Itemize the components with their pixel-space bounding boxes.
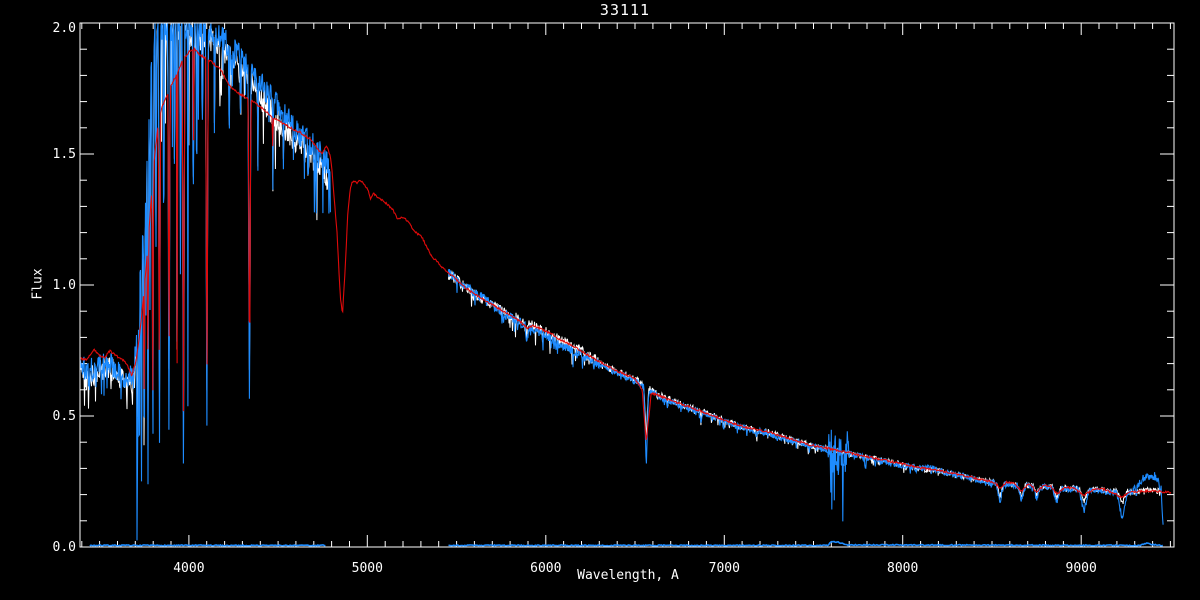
observed-spectrum-blue (79, 22, 331, 541)
y-tick-label: 1.5 (53, 147, 76, 162)
error-spectrum-blue (448, 540, 1164, 547)
x-tick-label: 9000 (1066, 561, 1097, 576)
x-tick-label: 5000 (352, 561, 383, 576)
y-tick-label: 1.0 (53, 278, 76, 293)
chart-title: 33111 (599, 1, 651, 19)
plot-frame (79, 22, 1175, 548)
model-spectrum-red (79, 46, 1172, 499)
x-tick-label: 8000 (887, 561, 918, 576)
error-spectrum-blue (89, 543, 326, 547)
observed-spectrum-white (448, 270, 1162, 505)
x-tick-label: 6000 (530, 561, 561, 576)
y-tick-label: 2.0 (53, 21, 76, 36)
y-tick-label: 0.5 (53, 409, 76, 424)
x-axis-label: Wavelength, A (577, 568, 679, 583)
observed-spectrum-blue (447, 269, 1164, 525)
x-tick-label: 7000 (709, 561, 740, 576)
observed-spectrum-white (79, 21, 330, 454)
y-tick-label: 0.0 (53, 540, 76, 555)
x-tick-label: 4000 (173, 561, 204, 576)
y-axis-label: Flux (30, 268, 46, 300)
